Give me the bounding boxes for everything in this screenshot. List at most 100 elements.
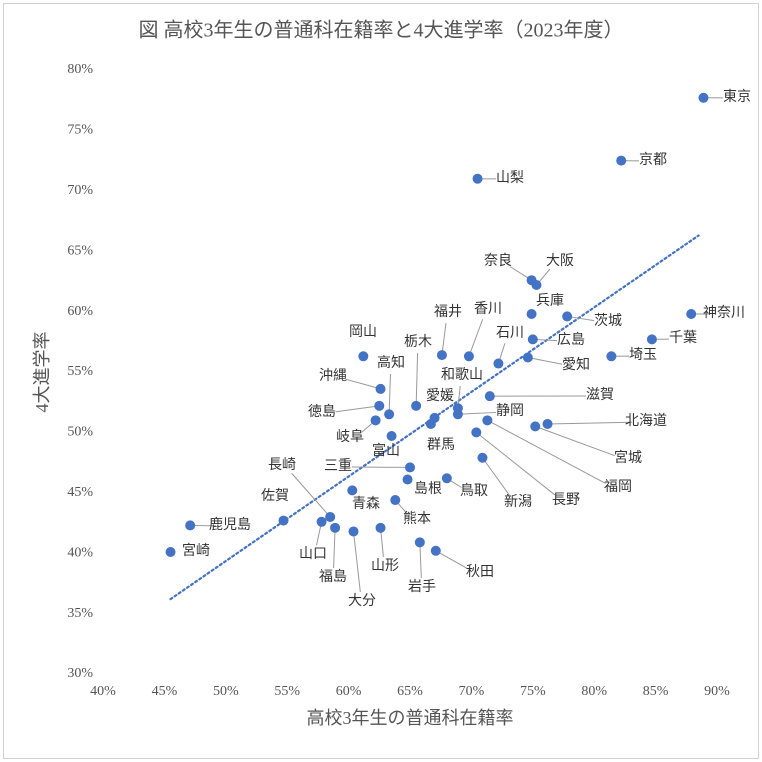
x-tick-label: 80% bbox=[581, 684, 607, 699]
leader-line bbox=[291, 472, 331, 518]
leader-line bbox=[346, 378, 381, 390]
point-label: 滋賀 bbox=[586, 387, 614, 403]
point-label: 長崎 bbox=[268, 457, 296, 473]
point-label: 島根 bbox=[414, 481, 442, 497]
y-tick-label: 60% bbox=[67, 304, 93, 319]
point-label: 茨城 bbox=[594, 313, 622, 329]
y-tick-label: 80% bbox=[67, 62, 93, 77]
point bbox=[484, 391, 495, 402]
y-tick-label: 65% bbox=[67, 243, 93, 258]
point bbox=[527, 334, 538, 345]
x-tick-label: 40% bbox=[90, 684, 116, 699]
point-label: 奈良 bbox=[484, 253, 512, 269]
point-label: 沖縄 bbox=[319, 368, 347, 384]
point bbox=[185, 520, 196, 531]
leader-line bbox=[487, 419, 606, 484]
point-label: 岩手 bbox=[408, 579, 436, 595]
y-tick-label: 55% bbox=[67, 364, 93, 379]
point bbox=[698, 92, 709, 103]
point bbox=[522, 352, 533, 363]
leader-line bbox=[535, 425, 615, 457]
point bbox=[402, 474, 413, 485]
point bbox=[316, 516, 327, 527]
point bbox=[477, 452, 488, 463]
y-tick-label: 45% bbox=[67, 485, 93, 500]
point bbox=[531, 280, 542, 291]
point bbox=[325, 511, 336, 522]
point bbox=[405, 462, 415, 473]
point bbox=[375, 522, 386, 533]
point bbox=[386, 431, 397, 442]
x-tick-label: 60% bbox=[336, 684, 362, 699]
point-label: 岡山 bbox=[349, 324, 377, 340]
point bbox=[526, 309, 537, 320]
leader-line bbox=[353, 531, 361, 593]
point bbox=[414, 537, 425, 548]
point-label: 大分 bbox=[348, 593, 376, 609]
point bbox=[441, 473, 452, 484]
x-axis-label: 高校3年生の普通科在籍率 bbox=[307, 708, 514, 728]
point bbox=[370, 415, 381, 426]
point bbox=[330, 522, 341, 533]
leader-line bbox=[476, 432, 556, 496]
point bbox=[530, 421, 541, 432]
point-label: 群馬 bbox=[427, 437, 455, 453]
point-label: 香川 bbox=[474, 301, 502, 317]
point-label: 京都 bbox=[639, 152, 667, 168]
point bbox=[165, 546, 176, 557]
point-label: 高知 bbox=[377, 354, 405, 371]
point-label: 岐阜 bbox=[336, 428, 364, 445]
point-label: 熊本 bbox=[403, 511, 431, 527]
point-label: 鳥取 bbox=[460, 483, 488, 499]
point-label: 兵庫 bbox=[536, 292, 564, 309]
x-tick-label: 45% bbox=[152, 684, 178, 699]
leader-line bbox=[435, 550, 468, 569]
point-label: 栃木 bbox=[404, 334, 432, 350]
leader-line bbox=[419, 542, 422, 579]
point bbox=[542, 418, 553, 429]
leader-line bbox=[547, 421, 633, 425]
point-label: 青森 bbox=[352, 496, 380, 512]
point-label: 福島 bbox=[319, 569, 347, 585]
point-label: 秋田 bbox=[466, 564, 494, 580]
x-tick-label: 90% bbox=[704, 684, 730, 699]
x-tick-label: 65% bbox=[397, 684, 423, 699]
point-label: 富山 bbox=[372, 442, 400, 459]
y-tick-label: 70% bbox=[67, 183, 93, 198]
point bbox=[411, 400, 422, 411]
point-label: 宮城 bbox=[614, 450, 642, 466]
chart-frame bbox=[3, 3, 759, 759]
point bbox=[472, 173, 483, 184]
point-label: 宮崎 bbox=[182, 543, 210, 559]
point bbox=[375, 383, 386, 394]
point-label: 大阪 bbox=[546, 253, 574, 269]
leader-line bbox=[333, 527, 336, 569]
x-tick-label: 85% bbox=[643, 684, 669, 699]
leader-line bbox=[468, 319, 484, 357]
point bbox=[348, 526, 359, 537]
leader-line bbox=[415, 352, 419, 406]
point bbox=[374, 400, 385, 411]
point-label: 三重 bbox=[324, 458, 352, 474]
point-label: 静岡 bbox=[496, 403, 524, 419]
leader-line bbox=[527, 357, 563, 365]
leader-line bbox=[441, 322, 447, 356]
point bbox=[562, 311, 573, 322]
point-label: 山梨 bbox=[496, 170, 524, 186]
point bbox=[390, 495, 401, 506]
point bbox=[358, 351, 369, 362]
x-tick-label: 75% bbox=[520, 684, 546, 699]
point-label: 新潟 bbox=[504, 494, 532, 510]
point-label: 佐賀 bbox=[261, 488, 289, 504]
chart-title: 図 高校3年生の普通科在籍率と4大進学率（2023年度） bbox=[139, 19, 624, 42]
point-label: 石川 bbox=[496, 326, 524, 341]
leader-line bbox=[335, 405, 380, 413]
point-label: 広島 bbox=[557, 332, 585, 348]
point bbox=[384, 409, 395, 420]
y-tick-label: 50% bbox=[67, 425, 93, 440]
point bbox=[452, 409, 463, 420]
point bbox=[686, 309, 697, 320]
leader-line bbox=[388, 373, 391, 415]
x-tick-label: 55% bbox=[274, 684, 300, 699]
